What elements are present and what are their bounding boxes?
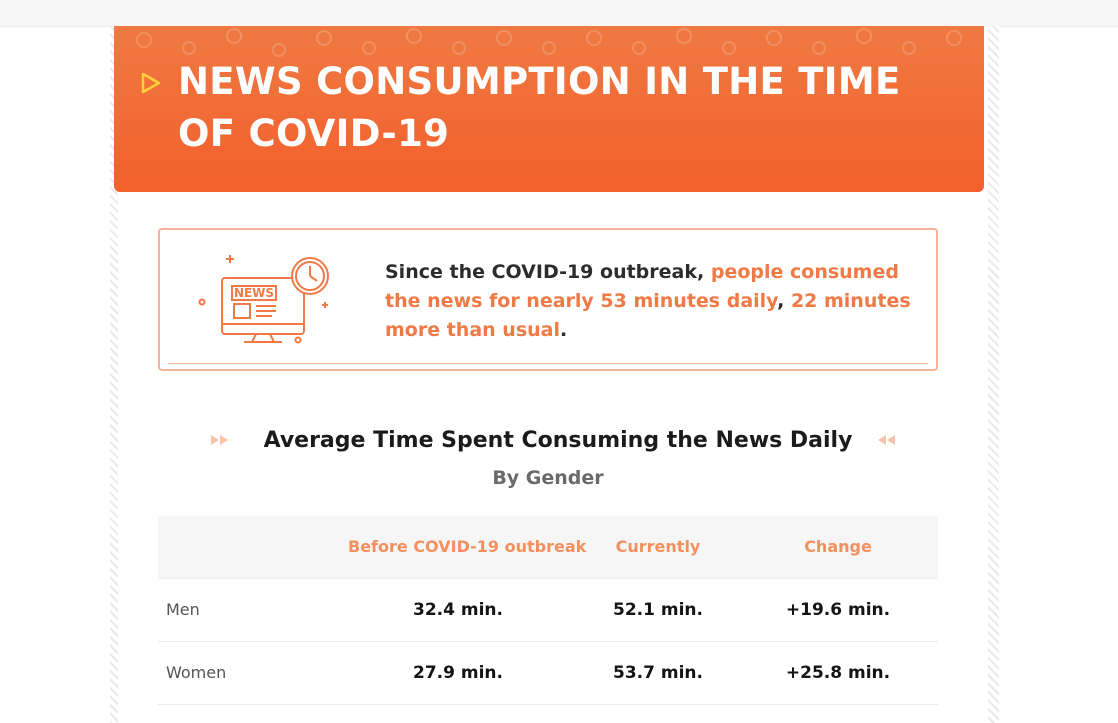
column-header-before: Before COVID-19 outbreak (348, 537, 587, 556)
double-chevron-left-icon (878, 435, 895, 445)
cell-before: 32.4 min. (413, 600, 503, 620)
section-title-row: Average Time Spent Consuming the News Da… (198, 424, 918, 460)
cell-change: +19.6 min. (785, 600, 891, 620)
cell-current: 53.7 min. (613, 663, 703, 683)
play-triangle-icon (141, 72, 161, 94)
summary-text-highlight: 22 minutes more than usual (385, 290, 911, 341)
column-header-change: Change (804, 537, 872, 556)
section-title: Average Time Spent Consuming the News Da… (263, 428, 853, 453)
page-top-bar (0, 0, 1118, 27)
row-label: Women (166, 663, 227, 682)
row-label: Men (166, 600, 200, 619)
section-subtitle: By Gender (492, 467, 604, 489)
infographic-card: NEWS CONSUMPTION IN THE TIME OF COVID-19 (114, 26, 988, 723)
virus-pattern-decoration (136, 28, 962, 57)
news-monitor-clock-icon: NEWS (198, 255, 329, 344)
summary-text-plain: , (777, 290, 791, 312)
news-label: NEWS (234, 286, 274, 300)
table-row: Men 32.4 min. 52.1 min. +19.6 min. (158, 579, 938, 642)
page-title: NEWS CONSUMPTION IN THE TIME OF COVID-19 (178, 60, 901, 155)
cell-before: 27.9 min. (413, 663, 503, 683)
summary-text-plain: Since the COVID-19 outbreak, (385, 261, 711, 283)
summary-text-highlight: people consumed the news for nearly 53 m… (385, 261, 899, 312)
summary-text-plain: . (560, 319, 568, 341)
infographic-frame: NEWS CONSUMPTION IN THE TIME OF COVID-19 (110, 26, 999, 723)
table-header: Before COVID-19 outbreak Currently Chang… (158, 516, 938, 579)
double-chevron-right-icon (211, 435, 228, 445)
cell-current: 52.1 min. (613, 600, 703, 620)
summary-underline (168, 363, 928, 364)
table-row: Women 27.9 min. 53.7 min. +25.8 min. (158, 642, 938, 705)
summary-text: Since the COVID-19 outbreak, people cons… (385, 258, 915, 345)
cell-change: +25.8 min. (785, 663, 891, 683)
header-banner: NEWS CONSUMPTION IN THE TIME OF COVID-19 (114, 26, 984, 192)
summary-box: NEWS Since the COVID-19 outbreak, people… (158, 228, 938, 371)
column-header-currently: Currently (615, 537, 701, 556)
news-time-table: Before COVID-19 outbreak Currently Chang… (158, 516, 938, 705)
